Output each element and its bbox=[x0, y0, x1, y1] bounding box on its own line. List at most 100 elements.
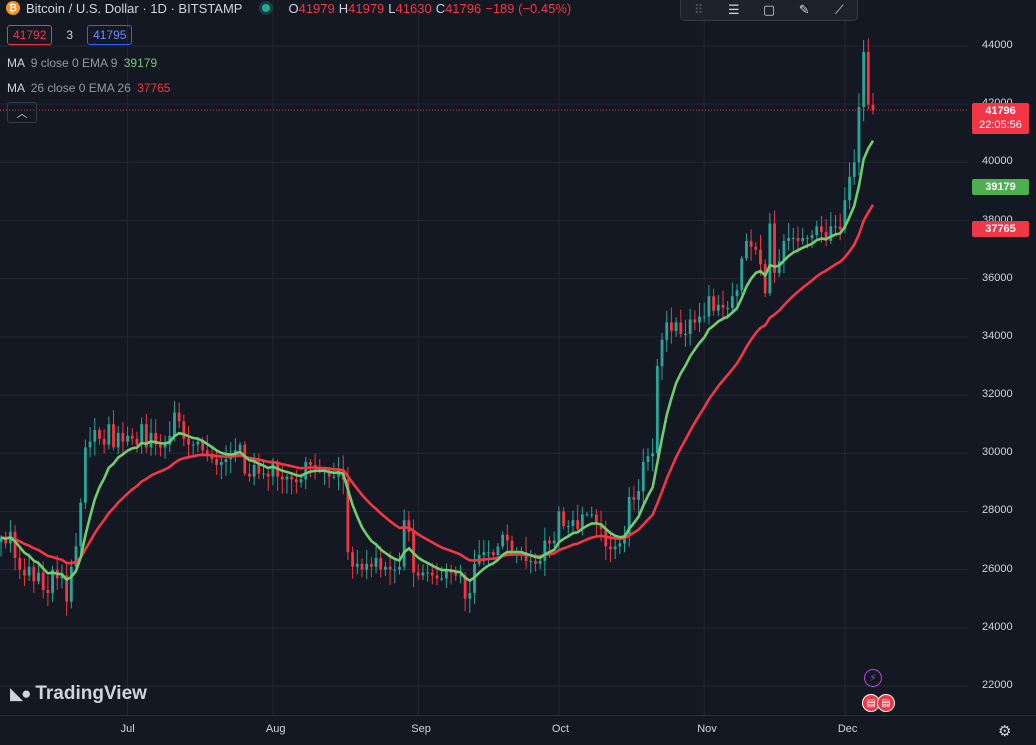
candle-body bbox=[482, 552, 486, 556]
price-tick-label: 28000 bbox=[982, 504, 1013, 517]
gear-icon[interactable]: ⚙ bbox=[998, 723, 1012, 740]
indicator-ema26-legend[interactable]: MA 26 close 0 EMA 26 37765 bbox=[7, 81, 170, 95]
candle-body bbox=[257, 464, 261, 474]
candle-body bbox=[102, 438, 106, 445]
candle-body bbox=[51, 569, 54, 593]
candle-body bbox=[815, 226, 819, 236]
indicator-ema9-legend[interactable]: MA 9 close 0 EMA 9 39179 bbox=[7, 56, 157, 70]
time-tick-label: Dec bbox=[837, 723, 858, 735]
trend-line-icon[interactable]: ⟋ bbox=[834, 2, 844, 17]
candle-body bbox=[430, 572, 434, 576]
candle-body bbox=[594, 514, 598, 524]
candle-body bbox=[266, 473, 270, 477]
price-tick-label: 24000 bbox=[982, 620, 1013, 633]
candle-body bbox=[773, 223, 776, 273]
drag-handle-icon[interactable]: ⠿ bbox=[693, 2, 704, 17]
candle-body bbox=[201, 441, 204, 451]
candle-body bbox=[210, 456, 214, 460]
sell-price-button[interactable]: 41792 bbox=[7, 25, 53, 45]
candle-body bbox=[768, 223, 772, 294]
logo-text: TradingView bbox=[35, 683, 147, 704]
buy-price-button[interactable]: 41795 bbox=[87, 25, 133, 45]
candle-body bbox=[351, 552, 355, 567]
candle-body bbox=[355, 563, 359, 567]
chevron-up-icon[interactable]: ︿ bbox=[7, 102, 37, 123]
candle-body bbox=[37, 572, 40, 582]
candle-body bbox=[0, 537, 3, 542]
bid-ask: 41792 3 41795 bbox=[7, 25, 133, 45]
candle-body bbox=[571, 520, 575, 526]
tradingview-logo: ◣● TradingView bbox=[10, 683, 147, 705]
candle-body bbox=[585, 514, 589, 516]
time-tick-label: Oct bbox=[551, 723, 570, 735]
candle-body bbox=[459, 575, 462, 577]
candle-body bbox=[444, 569, 448, 579]
candle-body bbox=[787, 238, 791, 241]
candle-body bbox=[327, 470, 331, 477]
price-tick-label: 32000 bbox=[982, 388, 1013, 401]
candle-body bbox=[374, 558, 378, 567]
price-tick-label: 30000 bbox=[982, 446, 1013, 459]
candle-body bbox=[871, 104, 875, 111]
candle-body bbox=[388, 566, 392, 570]
candle-body bbox=[93, 430, 97, 442]
candle-body bbox=[805, 238, 809, 239]
candle-body bbox=[18, 558, 22, 570]
time-tick-label: Sep bbox=[411, 723, 431, 735]
candle-body bbox=[740, 258, 744, 291]
candle-body bbox=[796, 238, 800, 241]
candle-body bbox=[852, 162, 856, 177]
candle-body bbox=[369, 563, 373, 567]
settings-lines-icon[interactable]: ☰ bbox=[727, 2, 740, 17]
candle-body bbox=[299, 479, 303, 483]
ohlc-value: 41630 bbox=[395, 0, 432, 16]
candle-body bbox=[440, 578, 444, 580]
candle-body bbox=[834, 226, 837, 228]
lightning-icon[interactable]: ⚡ bbox=[864, 669, 882, 687]
bar-countdown: 22:05:56 bbox=[979, 119, 1022, 131]
candle-body bbox=[609, 546, 612, 550]
ohlc-value: 41979 bbox=[298, 0, 335, 16]
brush-icon[interactable]: ✎ bbox=[798, 2, 810, 17]
candle-body bbox=[98, 430, 101, 439]
candle-body bbox=[46, 590, 50, 593]
spread-value: 3 bbox=[66, 28, 74, 42]
candle-body bbox=[632, 496, 636, 500]
candle-body bbox=[173, 412, 176, 436]
ema26-line bbox=[0, 204, 875, 565]
rectangle-icon[interactable]: ▢ bbox=[762, 2, 776, 17]
candle-body bbox=[158, 444, 162, 448]
candle-body bbox=[468, 592, 472, 599]
candle-body bbox=[646, 456, 650, 462]
candle-body bbox=[627, 496, 631, 535]
candle-body bbox=[135, 438, 139, 445]
candle-body bbox=[763, 264, 767, 294]
ohlc-value: 41979 bbox=[348, 0, 385, 16]
symbol-title[interactable]: Bitcoin / U.S. Dollar · 1D · BITSTAMP bbox=[26, 0, 243, 16]
candle-body bbox=[74, 546, 78, 567]
candle-body bbox=[154, 432, 158, 445]
candle-body bbox=[707, 296, 711, 317]
candle-body bbox=[280, 476, 284, 480]
candle-body bbox=[140, 424, 144, 445]
candle-body bbox=[69, 566, 73, 602]
us-flag-icon[interactable]: ▤ bbox=[877, 694, 895, 712]
candle-body bbox=[618, 543, 622, 547]
market-open-icon bbox=[262, 4, 271, 12]
candle-body bbox=[702, 316, 706, 318]
candle-body bbox=[848, 176, 851, 201]
candle-body bbox=[435, 575, 439, 579]
chart-header: ₿ Bitcoin / U.S. Dollar · 1D · BITSTAMP … bbox=[6, 0, 575, 16]
candle-body bbox=[365, 563, 369, 570]
indicator-value: 39179 bbox=[123, 56, 158, 70]
ohlc-key: H bbox=[338, 0, 349, 16]
candle-body bbox=[191, 444, 195, 446]
candle-body bbox=[791, 238, 795, 239]
candle-body bbox=[88, 441, 92, 448]
candle-body bbox=[416, 572, 420, 576]
candle-body bbox=[271, 462, 275, 477]
candle-body bbox=[163, 444, 167, 448]
candle-body bbox=[65, 575, 69, 602]
candle-body bbox=[843, 200, 847, 230]
